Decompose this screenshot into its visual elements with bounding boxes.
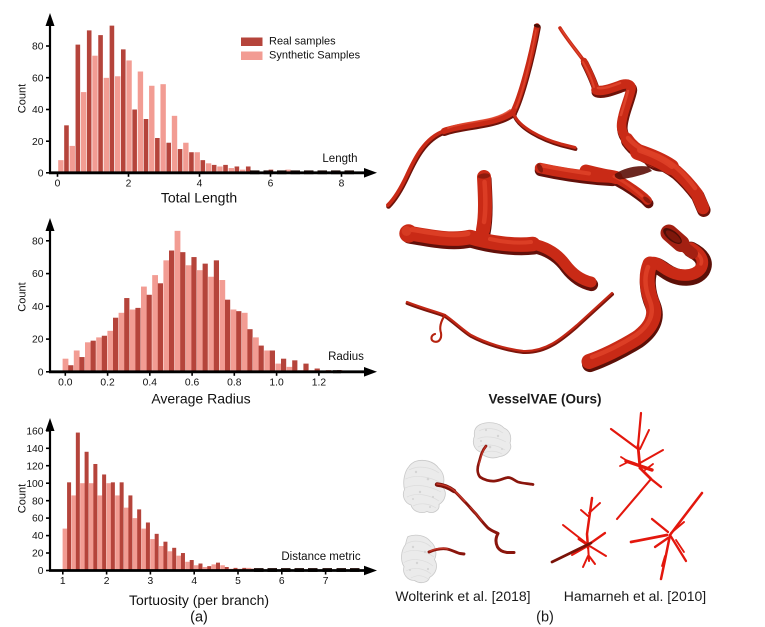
svg-text:60: 60 — [32, 514, 44, 525]
svg-text:1.2: 1.2 — [312, 377, 327, 388]
svg-text:60: 60 — [32, 269, 44, 280]
svg-text:Hamarneh et al. [2010]: Hamarneh et al. [2010] — [564, 588, 706, 604]
svg-text:4: 4 — [197, 178, 203, 189]
svg-text:(b): (b) — [536, 610, 554, 626]
svg-text:80: 80 — [32, 42, 44, 53]
svg-text:3: 3 — [148, 576, 154, 587]
svg-text:0: 0 — [38, 168, 44, 179]
svg-text:0.8: 0.8 — [227, 377, 242, 388]
svg-text:Wolterink et al. [2018]: Wolterink et al. [2018] — [395, 588, 530, 604]
svg-text:8: 8 — [339, 178, 345, 189]
svg-text:0.0: 0.0 — [58, 377, 73, 388]
svg-text:40: 40 — [32, 302, 44, 313]
svg-text:0: 0 — [55, 178, 61, 189]
svg-text:0.4: 0.4 — [143, 377, 158, 388]
svg-text:60: 60 — [32, 73, 44, 84]
svg-text:Count: Count — [17, 282, 29, 311]
svg-text:Total Length: Total Length — [161, 190, 237, 206]
svg-text:20: 20 — [32, 335, 44, 346]
svg-text:0: 0 — [38, 566, 44, 577]
svg-text:Count: Count — [17, 484, 29, 513]
svg-text:1: 1 — [60, 576, 66, 587]
svg-text:2: 2 — [126, 178, 132, 189]
svg-text:0.6: 0.6 — [185, 377, 200, 388]
svg-text:80: 80 — [32, 236, 44, 247]
svg-text:VesselVAE (Ours): VesselVAE (Ours) — [488, 392, 601, 407]
svg-text:Count: Count — [17, 84, 29, 113]
svg-text:7: 7 — [323, 576, 329, 587]
svg-text:Radius: Radius — [328, 351, 364, 363]
svg-text:(a): (a) — [190, 610, 208, 626]
svg-text:120: 120 — [26, 461, 43, 472]
svg-text:0: 0 — [38, 367, 44, 378]
svg-text:Real samples: Real samples — [269, 36, 336, 48]
svg-text:6: 6 — [268, 178, 274, 189]
svg-text:2: 2 — [104, 576, 110, 587]
svg-text:4: 4 — [191, 576, 197, 587]
svg-text:100: 100 — [26, 479, 43, 490]
svg-text:6: 6 — [279, 576, 285, 587]
svg-text:1.0: 1.0 — [269, 377, 284, 388]
svg-text:0.2: 0.2 — [100, 377, 115, 388]
svg-text:Distance metric: Distance metric — [281, 551, 360, 563]
svg-text:20: 20 — [32, 137, 44, 148]
svg-text:20: 20 — [32, 549, 44, 560]
svg-text:Average Radius: Average Radius — [151, 391, 250, 407]
svg-text:40: 40 — [32, 105, 44, 116]
svg-text:Synthetic Samples: Synthetic Samples — [269, 50, 361, 62]
svg-text:80: 80 — [32, 496, 44, 507]
svg-text:Length: Length — [322, 153, 357, 165]
svg-text:40: 40 — [32, 531, 44, 542]
svg-text:140: 140 — [26, 444, 43, 455]
svg-text:Tortuosity (per branch): Tortuosity (per branch) — [129, 592, 269, 608]
svg-text:160: 160 — [26, 426, 43, 437]
svg-text:5: 5 — [235, 576, 241, 587]
